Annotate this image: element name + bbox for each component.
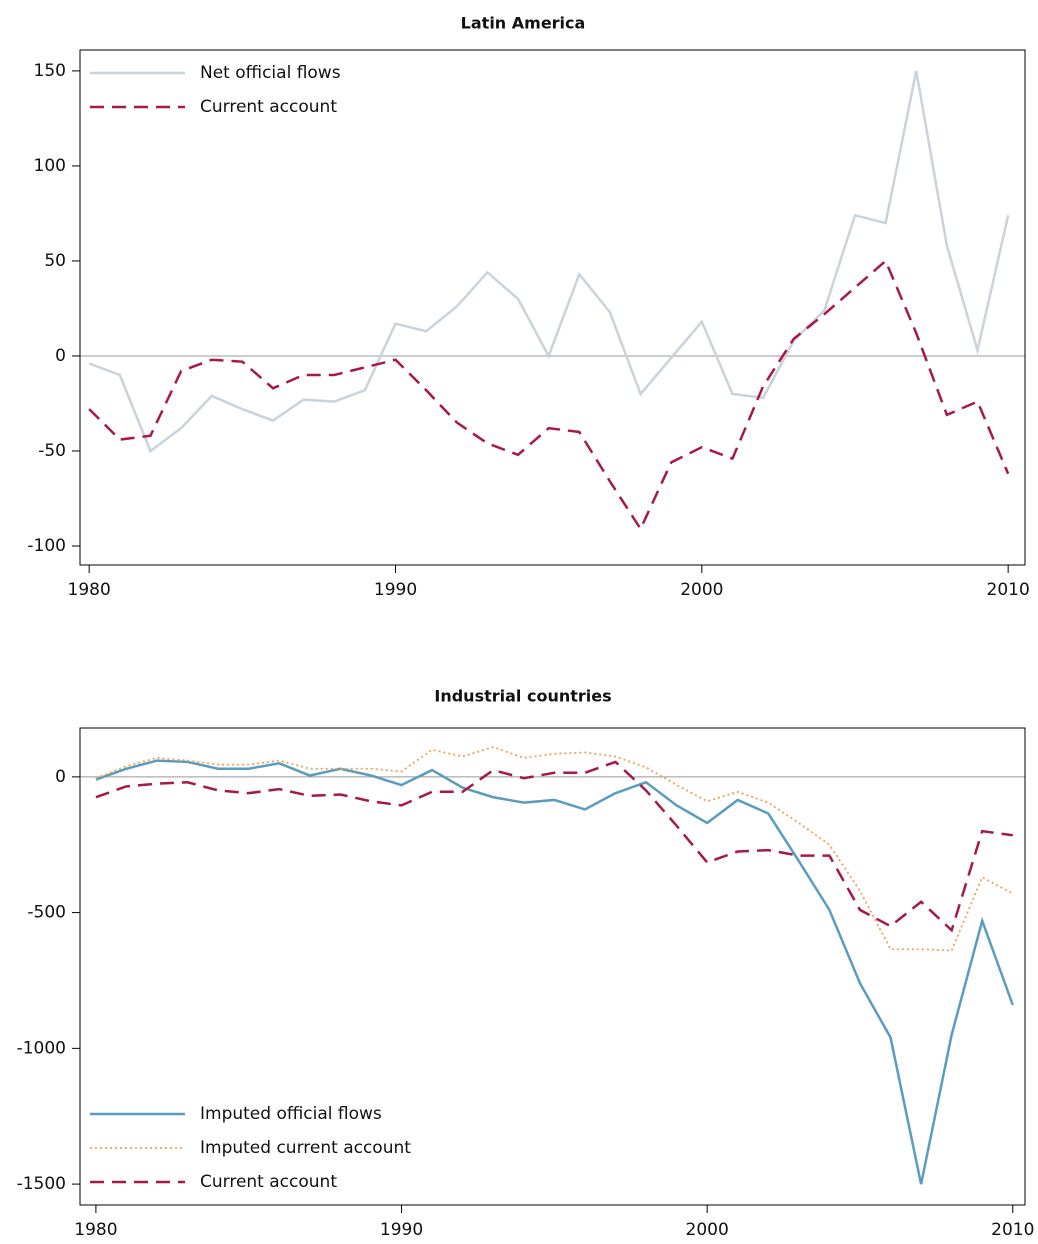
series-line xyxy=(88,258,1010,532)
y-tick-label: 150 xyxy=(34,61,66,81)
y-tick-label: 0 xyxy=(55,346,66,366)
x-tick-label: 2000 xyxy=(686,1220,729,1240)
y-tick-label: 0 xyxy=(55,767,66,787)
x-tick-label: 1980 xyxy=(68,580,111,600)
series-line xyxy=(95,760,1013,933)
y-tick-label: -50 xyxy=(38,441,66,461)
y-tick-label: -1000 xyxy=(17,1038,66,1058)
legend-label: Imputed official flows xyxy=(200,1104,382,1124)
legend-label: Net official flows xyxy=(200,63,341,83)
y-tick-label: 50 xyxy=(44,251,66,271)
legend-label: Imputed current account xyxy=(200,1138,411,1158)
y-tick-label: -1500 xyxy=(17,1174,66,1194)
series-line xyxy=(95,746,1014,952)
legend-label: Current account xyxy=(200,97,337,117)
series-line xyxy=(88,70,1010,453)
x-tick-label: 2000 xyxy=(680,580,723,600)
x-tick-label: 2010 xyxy=(991,1220,1034,1240)
plot-frame xyxy=(79,49,1026,566)
x-tick-label: 2010 xyxy=(987,580,1030,600)
x-tick-label: 1990 xyxy=(380,1220,423,1240)
legend-label: Current account xyxy=(200,1172,337,1192)
series-line xyxy=(95,759,1014,1185)
y-tick-label: -100 xyxy=(27,536,66,556)
x-tick-label: 1980 xyxy=(74,1220,117,1240)
y-tick-label: -500 xyxy=(27,903,66,923)
x-tick-label: 1990 xyxy=(374,580,417,600)
chart-title: Latin America xyxy=(461,14,586,33)
y-tick-label: 100 xyxy=(34,156,66,176)
chart-title: Industrial countries xyxy=(434,687,611,706)
plot-frame xyxy=(79,727,1026,1206)
